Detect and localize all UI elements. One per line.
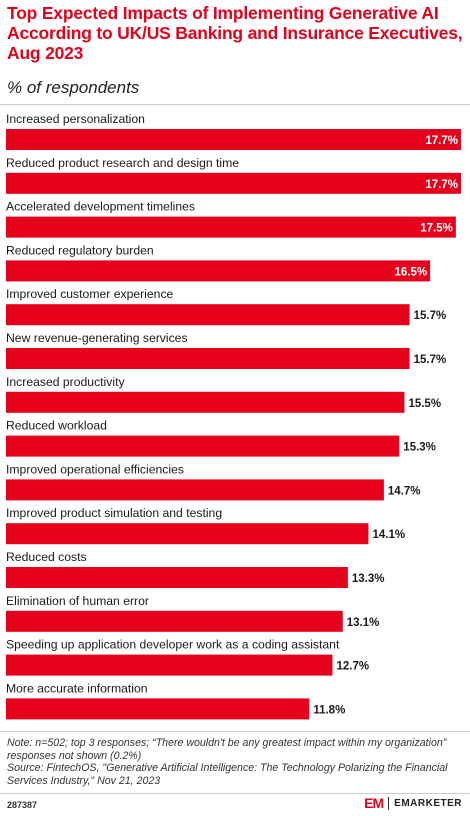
category-label: More accurate information <box>6 681 148 695</box>
category-label: Increased personalization <box>6 112 145 126</box>
category-label: Accelerated development timelines <box>6 200 195 214</box>
chart-note: Note: n=502; top 3 responses; “There wou… <box>7 737 463 787</box>
value-label: 11.8% <box>313 704 345 716</box>
bar <box>6 216 456 238</box>
value-label: 17.5% <box>420 223 453 235</box>
top-divider <box>0 104 470 105</box>
chart-id: 287387 <box>7 800 38 810</box>
value-label: 16.5% <box>395 266 428 278</box>
emarketer-logo: EM EMARKETER <box>364 795 462 811</box>
bar <box>6 523 369 545</box>
bar <box>6 304 410 326</box>
value-label: 14.1% <box>372 529 405 541</box>
category-label: Improved operational efficiencies <box>6 462 184 476</box>
bar <box>6 654 333 676</box>
category-label: New revenue-generating services <box>6 331 188 345</box>
value-label: 17.7% <box>425 179 458 191</box>
category-label: Speeding up application developer work a… <box>6 638 340 652</box>
value-label: 17.7% <box>425 135 458 147</box>
value-label: 12.7% <box>336 661 369 673</box>
value-label: 15.5% <box>408 398 441 410</box>
category-label: Improved customer experience <box>6 287 174 301</box>
bar <box>6 391 405 413</box>
logo-separator <box>388 796 390 810</box>
chart-subtitle: % of respondents <box>7 78 140 97</box>
category-label: Reduced workload <box>6 419 107 433</box>
source-text: Source: FintechOS, "Generative Artificia… <box>7 762 448 787</box>
bar <box>6 348 410 369</box>
bar <box>6 129 461 150</box>
note-text: Note: n=502; top 3 responses; “There wou… <box>7 737 447 762</box>
bar <box>6 479 384 501</box>
bar <box>6 172 461 194</box>
value-label: 13.1% <box>347 617 380 629</box>
bar <box>6 610 343 632</box>
chart-title: Top Expected Impacts of Implementing Gen… <box>7 3 463 63</box>
bar <box>6 260 431 282</box>
bar-chart: Increased personalization 17.7% Reduced pr… <box>6 112 461 720</box>
value-label: 14.7% <box>388 485 421 497</box>
logo-mark: EM <box>364 795 384 811</box>
footer-divider <box>0 793 470 794</box>
category-label: Reduced product research and design time <box>6 156 239 170</box>
logo-text: EMARKETER <box>394 797 462 809</box>
category-label: Reduced regulatory burden <box>6 243 154 257</box>
bar <box>6 567 348 588</box>
bar <box>6 435 400 457</box>
value-label: 13.3% <box>352 573 385 585</box>
category-label: Improved product simulation and testing <box>6 506 222 520</box>
category-label: Elimination of human error <box>6 594 149 608</box>
value-label: 15.3% <box>403 442 436 454</box>
bar <box>6 698 310 720</box>
value-label: 15.7% <box>414 354 447 366</box>
value-label: 15.7% <box>414 310 447 322</box>
category-label: Reduced costs <box>6 550 87 564</box>
category-label: Increased productivity <box>6 375 125 389</box>
bottom-divider <box>0 731 470 732</box>
